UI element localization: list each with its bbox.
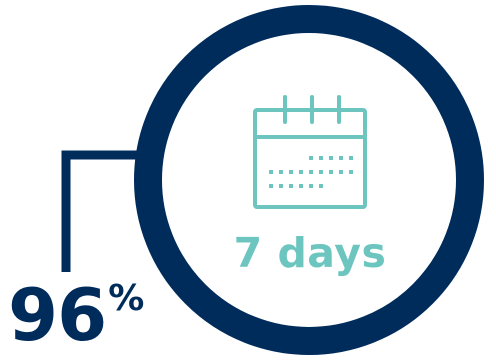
duration-label: 7 days [233, 229, 387, 277]
ring [134, 5, 484, 355]
stat-value: 96 [8, 273, 107, 357]
calendar-icon [253, 95, 367, 209]
connector-line [61, 150, 160, 272]
calendar-dots [269, 156, 353, 188]
stat-unit: % [108, 278, 145, 319]
stat-percentage: 96% [8, 270, 144, 360]
